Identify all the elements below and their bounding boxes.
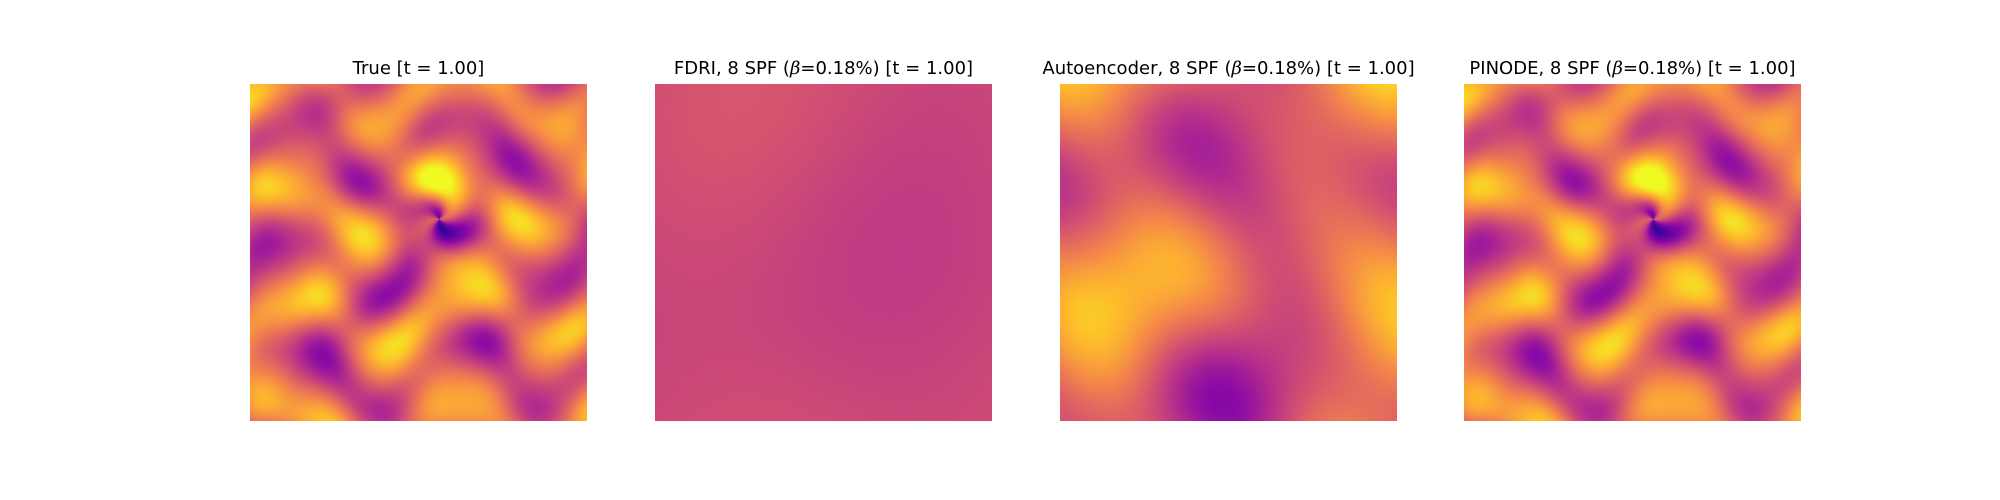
heatmap-autoencoder bbox=[1060, 84, 1397, 421]
panel-title-pinode: PINODE, 8 SPF (β=0.18%) [t = 1.00] bbox=[1469, 58, 1796, 79]
panel-title-fdri: FDRI, 8 SPF (β=0.18%) [t = 1.00] bbox=[673, 58, 974, 79]
heatmap-true bbox=[250, 84, 587, 421]
panel-title-autoencoder: Autoencoder, 8 SPF (β=0.18%) [t = 1.00] bbox=[1042, 58, 1415, 79]
panel-title-true: True [t = 1.00] bbox=[352, 58, 485, 79]
heatmap-fdri bbox=[655, 84, 992, 421]
heatmap-pinode bbox=[1464, 84, 1801, 421]
